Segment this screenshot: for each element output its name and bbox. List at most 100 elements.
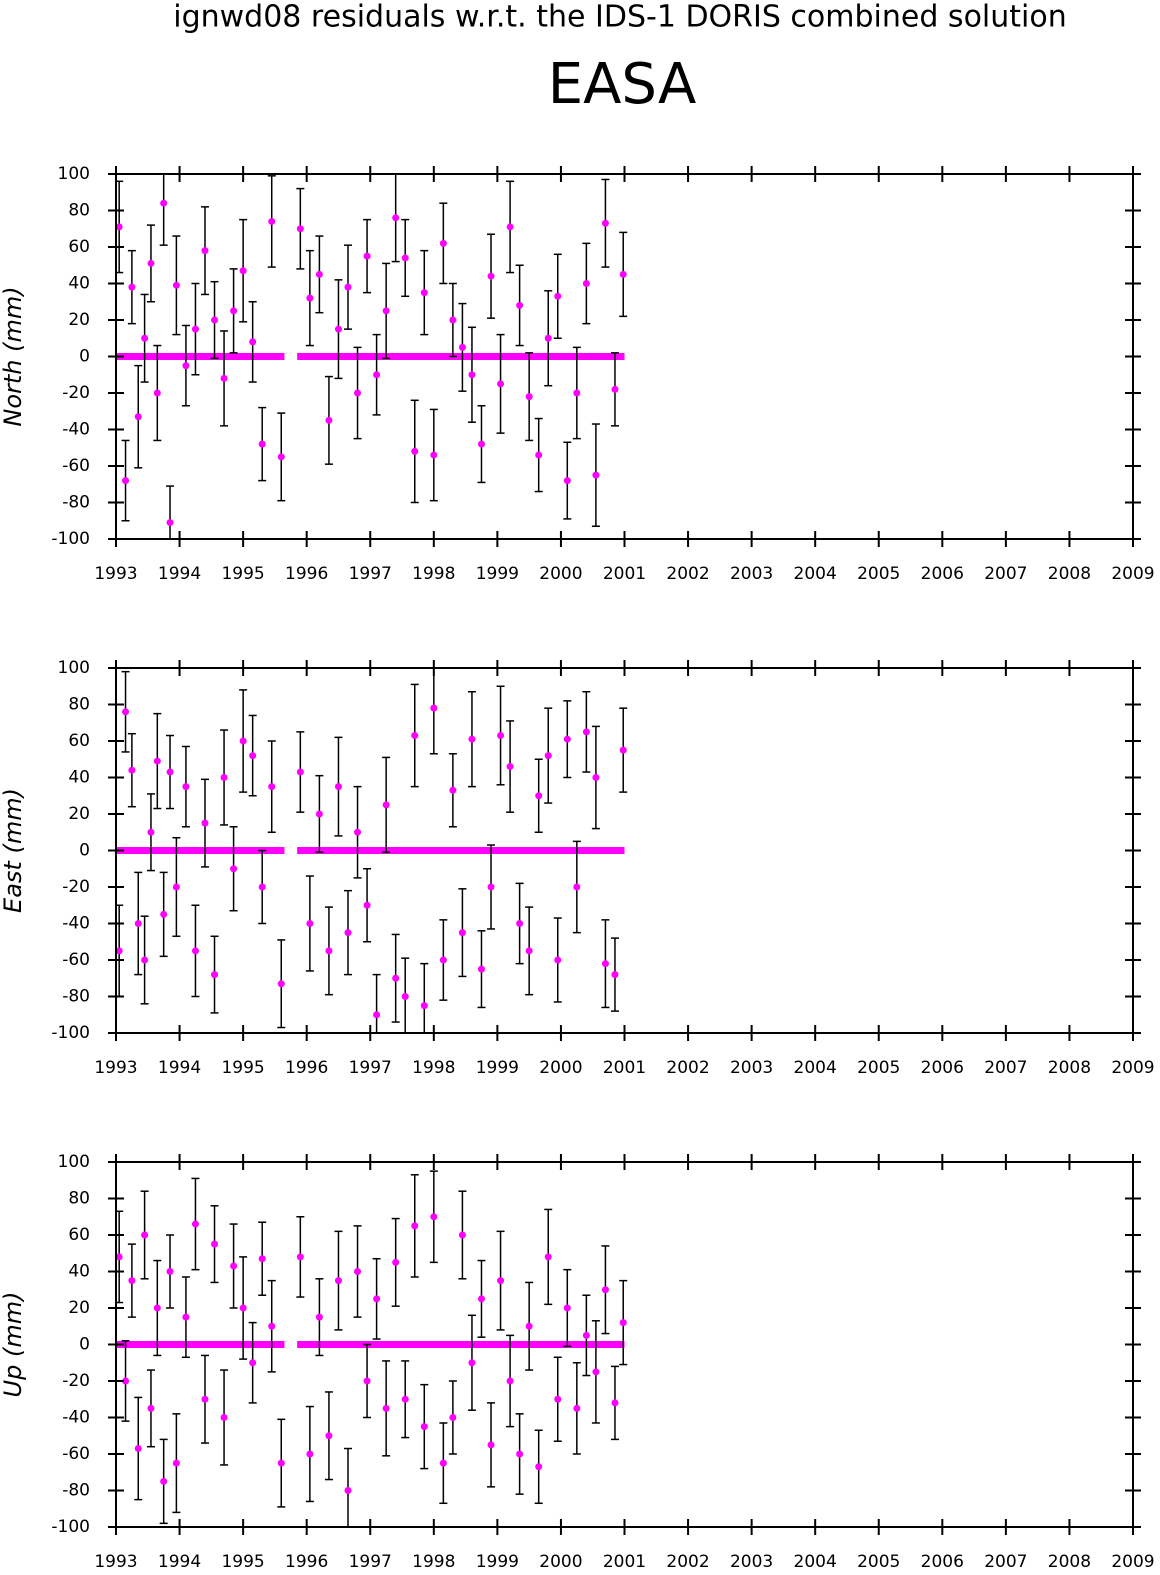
data-point	[191, 1220, 199, 1228]
data-point	[506, 763, 514, 771]
y-tick-label: -100	[51, 1023, 90, 1043]
x-tick-label: 2004	[794, 1058, 837, 1078]
y-tick-label: 80	[68, 695, 90, 715]
data-point	[439, 1459, 447, 1467]
x-tick-label: 1999	[476, 564, 519, 584]
data-point	[516, 301, 524, 309]
data-point	[220, 374, 228, 382]
data-point	[141, 334, 149, 342]
data-point	[166, 768, 174, 776]
panel: -100 -80 -60 -40 -20 0 20 40 60 80 100 1993 1994 1995…	[0, 164, 1155, 584]
data-point	[344, 283, 352, 291]
data-point	[147, 828, 155, 836]
data-point	[497, 732, 505, 740]
data-point	[544, 334, 552, 342]
data-point	[619, 746, 627, 754]
x-tick-label: 2008	[1048, 564, 1091, 584]
data-point	[497, 380, 505, 388]
data-point	[116, 223, 123, 231]
data-point	[363, 1377, 371, 1385]
x-tick-label: 1994	[158, 564, 201, 584]
data-point	[315, 1313, 323, 1321]
data-point	[141, 956, 149, 964]
data-point	[401, 254, 409, 262]
data-point	[401, 1395, 409, 1403]
data-point	[468, 735, 476, 743]
x-tick-label: 2009	[1111, 1552, 1154, 1572]
x-tick-label: 2005	[857, 1552, 900, 1572]
data-point	[258, 883, 266, 891]
data-point	[619, 270, 627, 278]
data-point	[430, 451, 438, 459]
data-point	[160, 199, 168, 207]
data-point	[449, 1414, 457, 1421]
data-point	[134, 920, 142, 927]
data-point	[382, 801, 390, 809]
y-tick-label: -60	[62, 1444, 90, 1464]
data-point	[363, 901, 371, 909]
data-point	[166, 1268, 174, 1275]
plot-area	[116, 1170, 628, 1527]
data-point	[268, 217, 276, 225]
data-point	[220, 1414, 228, 1421]
y-tick-label: 20	[68, 310, 90, 330]
x-tick-label: 2009	[1111, 564, 1154, 584]
y-tick-label: 60	[68, 731, 90, 751]
data-point	[382, 307, 390, 315]
data-point	[468, 371, 476, 379]
x-tick-label: 2008	[1048, 1552, 1091, 1572]
data-point	[544, 752, 552, 760]
panel: -100 -80 -60 -40 -20 0 20 40 60 80 100 1993 1994 1995…	[0, 658, 1155, 1078]
x-tick-label: 1994	[158, 1552, 201, 1572]
data-point	[296, 225, 304, 233]
x-tick-label: 2004	[794, 564, 837, 584]
data-point	[334, 783, 342, 791]
data-point	[182, 362, 190, 370]
data-point	[239, 1304, 247, 1312]
x-tick-label: 1998	[412, 1058, 455, 1078]
plot-area	[116, 174, 628, 539]
data-point	[315, 810, 323, 818]
data-point	[116, 1253, 123, 1261]
x-tick-label: 2006	[921, 1552, 964, 1572]
x-tick-label: 1997	[349, 1552, 392, 1572]
data-point	[516, 920, 524, 927]
y-tick-label: -20	[62, 1371, 90, 1391]
x-tick-label: 1998	[412, 564, 455, 584]
x-tick-label: 2003	[730, 1552, 773, 1572]
data-point	[439, 239, 447, 247]
y-tick-label: 60	[68, 237, 90, 257]
data-point	[449, 316, 457, 324]
x-tick-label: 2002	[666, 564, 709, 584]
y-tick-label: 100	[58, 1152, 90, 1172]
y-tick-label: -40	[62, 1408, 90, 1428]
panel: -100 -80 -60 -40 -20 0 20 40 60 80 100 1993 1994 1995…	[0, 1152, 1155, 1572]
data-point	[601, 960, 609, 968]
data-point	[487, 272, 495, 280]
x-tick-label: 2001	[603, 1552, 646, 1572]
y-tick-label: -100	[51, 1517, 90, 1537]
data-point	[153, 757, 161, 765]
data-point	[354, 828, 362, 836]
x-tick-label: 2005	[857, 1058, 900, 1078]
data-point	[147, 1404, 155, 1412]
data-point	[373, 1011, 381, 1019]
y-tick-label: -20	[62, 877, 90, 897]
data-point	[268, 783, 276, 791]
data-point	[122, 1377, 130, 1385]
data-point	[147, 259, 155, 267]
data-point	[230, 307, 238, 315]
data-point	[392, 214, 400, 222]
data-point	[306, 294, 314, 302]
data-point	[230, 1262, 238, 1270]
data-point	[258, 440, 266, 448]
x-tick-label: 2006	[921, 1058, 964, 1078]
y-tick-label: 100	[58, 658, 90, 678]
data-point	[354, 1268, 362, 1275]
x-tick-label: 2007	[984, 1552, 1027, 1572]
x-tick-label: 2001	[603, 1058, 646, 1078]
data-point	[458, 1231, 466, 1239]
data-point	[477, 1295, 485, 1303]
data-point	[182, 1313, 190, 1321]
